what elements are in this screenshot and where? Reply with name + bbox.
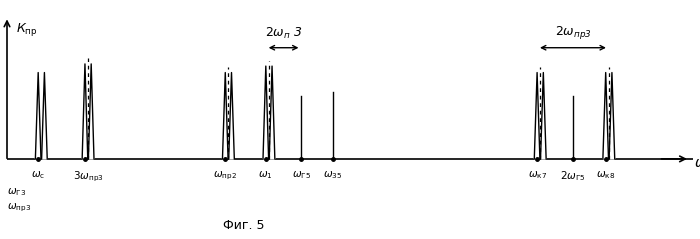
Text: $\omega_{\mathregular{1}}$: $\omega_{\mathregular{1}}$: [258, 170, 273, 181]
Text: $\omega_{\mathregular{35}}$: $\omega_{\mathregular{35}}$: [323, 170, 342, 181]
Polygon shape: [603, 73, 608, 159]
Text: $\omega_{\mathregular{к7}}$: $\omega_{\mathregular{к7}}$: [528, 170, 547, 181]
Text: $2\omega_{\mathregular{п}}\ \mathregular{3}$: $2\omega_{\mathregular{п}}\ \mathregular…: [265, 26, 302, 41]
Polygon shape: [36, 73, 41, 159]
Text: $\omega_{\mathregular{Г5}}$: $\omega_{\mathregular{Г5}}$: [292, 170, 311, 181]
Text: $К_{\mathregular{пр}}$: $К_{\mathregular{пр}}$: [16, 21, 38, 38]
Polygon shape: [534, 73, 540, 159]
Text: $2\omega_{\mathregular{пр3}}$: $2\omega_{\mathregular{пр3}}$: [554, 24, 591, 41]
Polygon shape: [88, 64, 94, 159]
Text: $\omega_{\mathregular{Г3}}$: $\omega_{\mathregular{Г3}}$: [7, 186, 26, 198]
Polygon shape: [223, 73, 228, 159]
Text: $\omega_{\mathregular{пр3}}$: $\omega_{\mathregular{пр3}}$: [7, 202, 31, 214]
Polygon shape: [270, 66, 275, 159]
Text: Фиг. 5: Фиг. 5: [223, 219, 265, 232]
Polygon shape: [229, 73, 234, 159]
Text: $\omega_{\mathregular{к8}}$: $\omega_{\mathregular{к8}}$: [596, 170, 615, 181]
Text: $\omega_{\mathregular{пр2}}$: $\omega_{\mathregular{пр2}}$: [214, 170, 237, 182]
Text: $\omega$: $\omega$: [694, 156, 700, 170]
Text: $2\omega_{\mathregular{Г5}}$: $2\omega_{\mathregular{Г5}}$: [561, 170, 586, 184]
Polygon shape: [609, 73, 615, 159]
Text: $\omega_{\mathregular{с}}$: $\omega_{\mathregular{с}}$: [31, 170, 46, 181]
Polygon shape: [263, 66, 269, 159]
Polygon shape: [540, 73, 546, 159]
Polygon shape: [41, 73, 47, 159]
Polygon shape: [82, 64, 88, 159]
Text: $3\omega_{\mathregular{пр3}}$: $3\omega_{\mathregular{пр3}}$: [73, 170, 104, 184]
